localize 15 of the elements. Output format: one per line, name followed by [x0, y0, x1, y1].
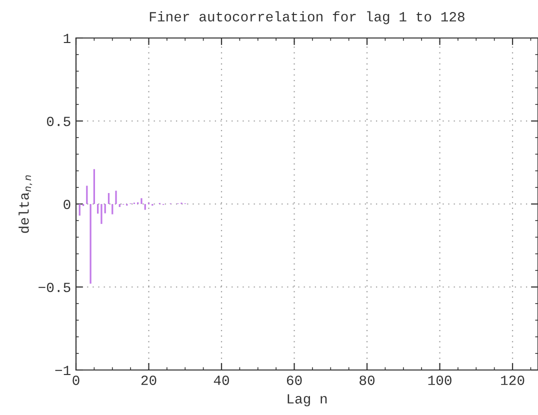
x-axis-title: Lag n: [288, 394, 327, 406]
x-tick-label: 60: [286, 376, 302, 386]
chart-title: Finer autocorrelation for lag 1 to 128: [150, 11, 464, 24]
x-tick-label: 80: [360, 376, 375, 386]
x-tick-label: 120: [501, 376, 524, 386]
x-tick-label: 20: [141, 376, 156, 386]
y-tick-label: −1: [55, 366, 70, 376]
x-tick-label: 100: [428, 376, 452, 386]
y-tick-label: 0: [64, 200, 70, 210]
y-tick-label: −0.5: [38, 282, 70, 292]
x-tick-label: 0: [72, 376, 80, 386]
y-axis-title: delta$_{n,n}$: [18, 175, 32, 233]
y-tick-label: 1: [64, 34, 70, 44]
y-tick-label: 0.5: [46, 116, 70, 126]
x-tick-label: 40: [214, 376, 229, 386]
